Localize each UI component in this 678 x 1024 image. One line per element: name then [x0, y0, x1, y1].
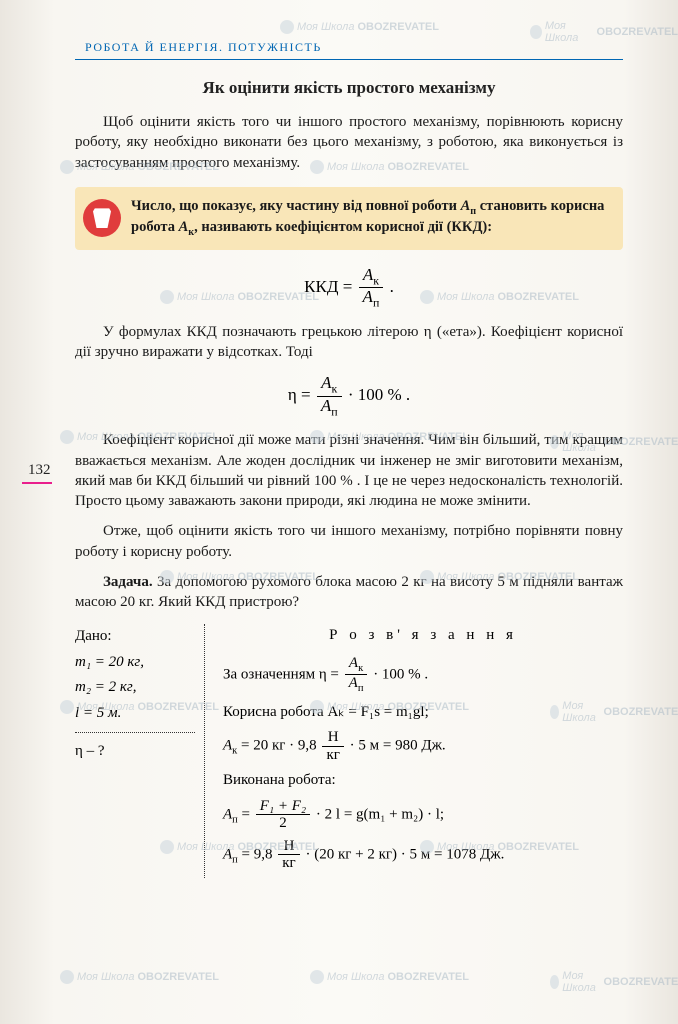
- definition-callout: Число, що показує, яку частину від повно…: [75, 187, 623, 250]
- given-block: Дано: m₁ = 20 кг, m₂ = 2 кг, l = 5 м. η …: [75, 624, 205, 878]
- paragraph-explanation: Коефіцієнт корисної дії може мати різні …: [75, 430, 623, 511]
- given-m1: m₁ = 20 кг,: [75, 650, 194, 676]
- definition-icon: [83, 199, 121, 237]
- solution-line-4: Виконана робота:: [223, 769, 623, 792]
- given-m2: m₂ = 2 кг,: [75, 675, 194, 701]
- definition-text: Число, що показує, яку частину від повно…: [131, 198, 604, 236]
- page-number-rule: [22, 482, 52, 484]
- textbook-page: Моя Школа OBOZREVATEL Моя Школа OBOZREVAT…: [0, 0, 678, 1024]
- given-find: η – ?: [75, 739, 194, 765]
- solution-line-5: Aп = F₁ + F₂ 2 · 2 l = g(m₁ + m₂) · l;: [223, 798, 623, 832]
- given-title: Дано:: [75, 624, 194, 650]
- solution-title: Р о з в' я з а н н я: [223, 624, 623, 647]
- given-l: l = 5 м.: [75, 701, 194, 727]
- watermark: Моя Школа OBOZREVATEL: [550, 970, 678, 994]
- solution-line-2: Корисна робота Aₖ = F₁s = m₁gl;: [223, 701, 623, 724]
- solution-line-6: Aп = 9,8 Нкг · (20 кг + 2 кг) · 5 м = 10…: [223, 838, 623, 872]
- page-title: Як оцінити якість простого механізму: [75, 78, 623, 98]
- header-rule: [75, 59, 623, 60]
- solution-block: Р о з в' я з а н н я За означенням η = A…: [205, 624, 623, 878]
- formula-eta-percent: η = Aк Aп · 100 % .: [75, 374, 623, 418]
- paragraph-conclusion: Отже, щоб оцінити якість того чи іншого …: [75, 521, 623, 562]
- paragraph-intro: Щоб оцінити якість того чи іншого просто…: [75, 112, 623, 173]
- paragraph-eta: У формулах ККД позначають грецькою літер…: [75, 322, 623, 363]
- given-divider: [75, 732, 195, 733]
- solution-line-1: За означенням η = Aк Aп · 100 % .: [223, 655, 623, 695]
- section-header: РОБОТА Й ЕНЕРГІЯ. ПОТУЖНІСТЬ: [85, 40, 623, 55]
- watermark: Моя Школа OBOZREVATEL: [280, 20, 439, 34]
- formula-kkd: ККД = Aк Aп .: [75, 266, 623, 310]
- watermark: Моя Школа OBOZREVATEL: [310, 970, 469, 984]
- problem-statement: Задача. За допомогою рухомого блока масо…: [75, 572, 623, 613]
- page-number: 132: [28, 462, 51, 479]
- problem-solution-area: Дано: m₁ = 20 кг, m₂ = 2 кг, l = 5 м. η …: [75, 624, 623, 878]
- watermark: Моя Школа OBOZREVATEL: [60, 970, 219, 984]
- solution-line-3: Aк = 20 кг · 9,8 Нкг · 5 м = 980 Дж.: [223, 729, 623, 763]
